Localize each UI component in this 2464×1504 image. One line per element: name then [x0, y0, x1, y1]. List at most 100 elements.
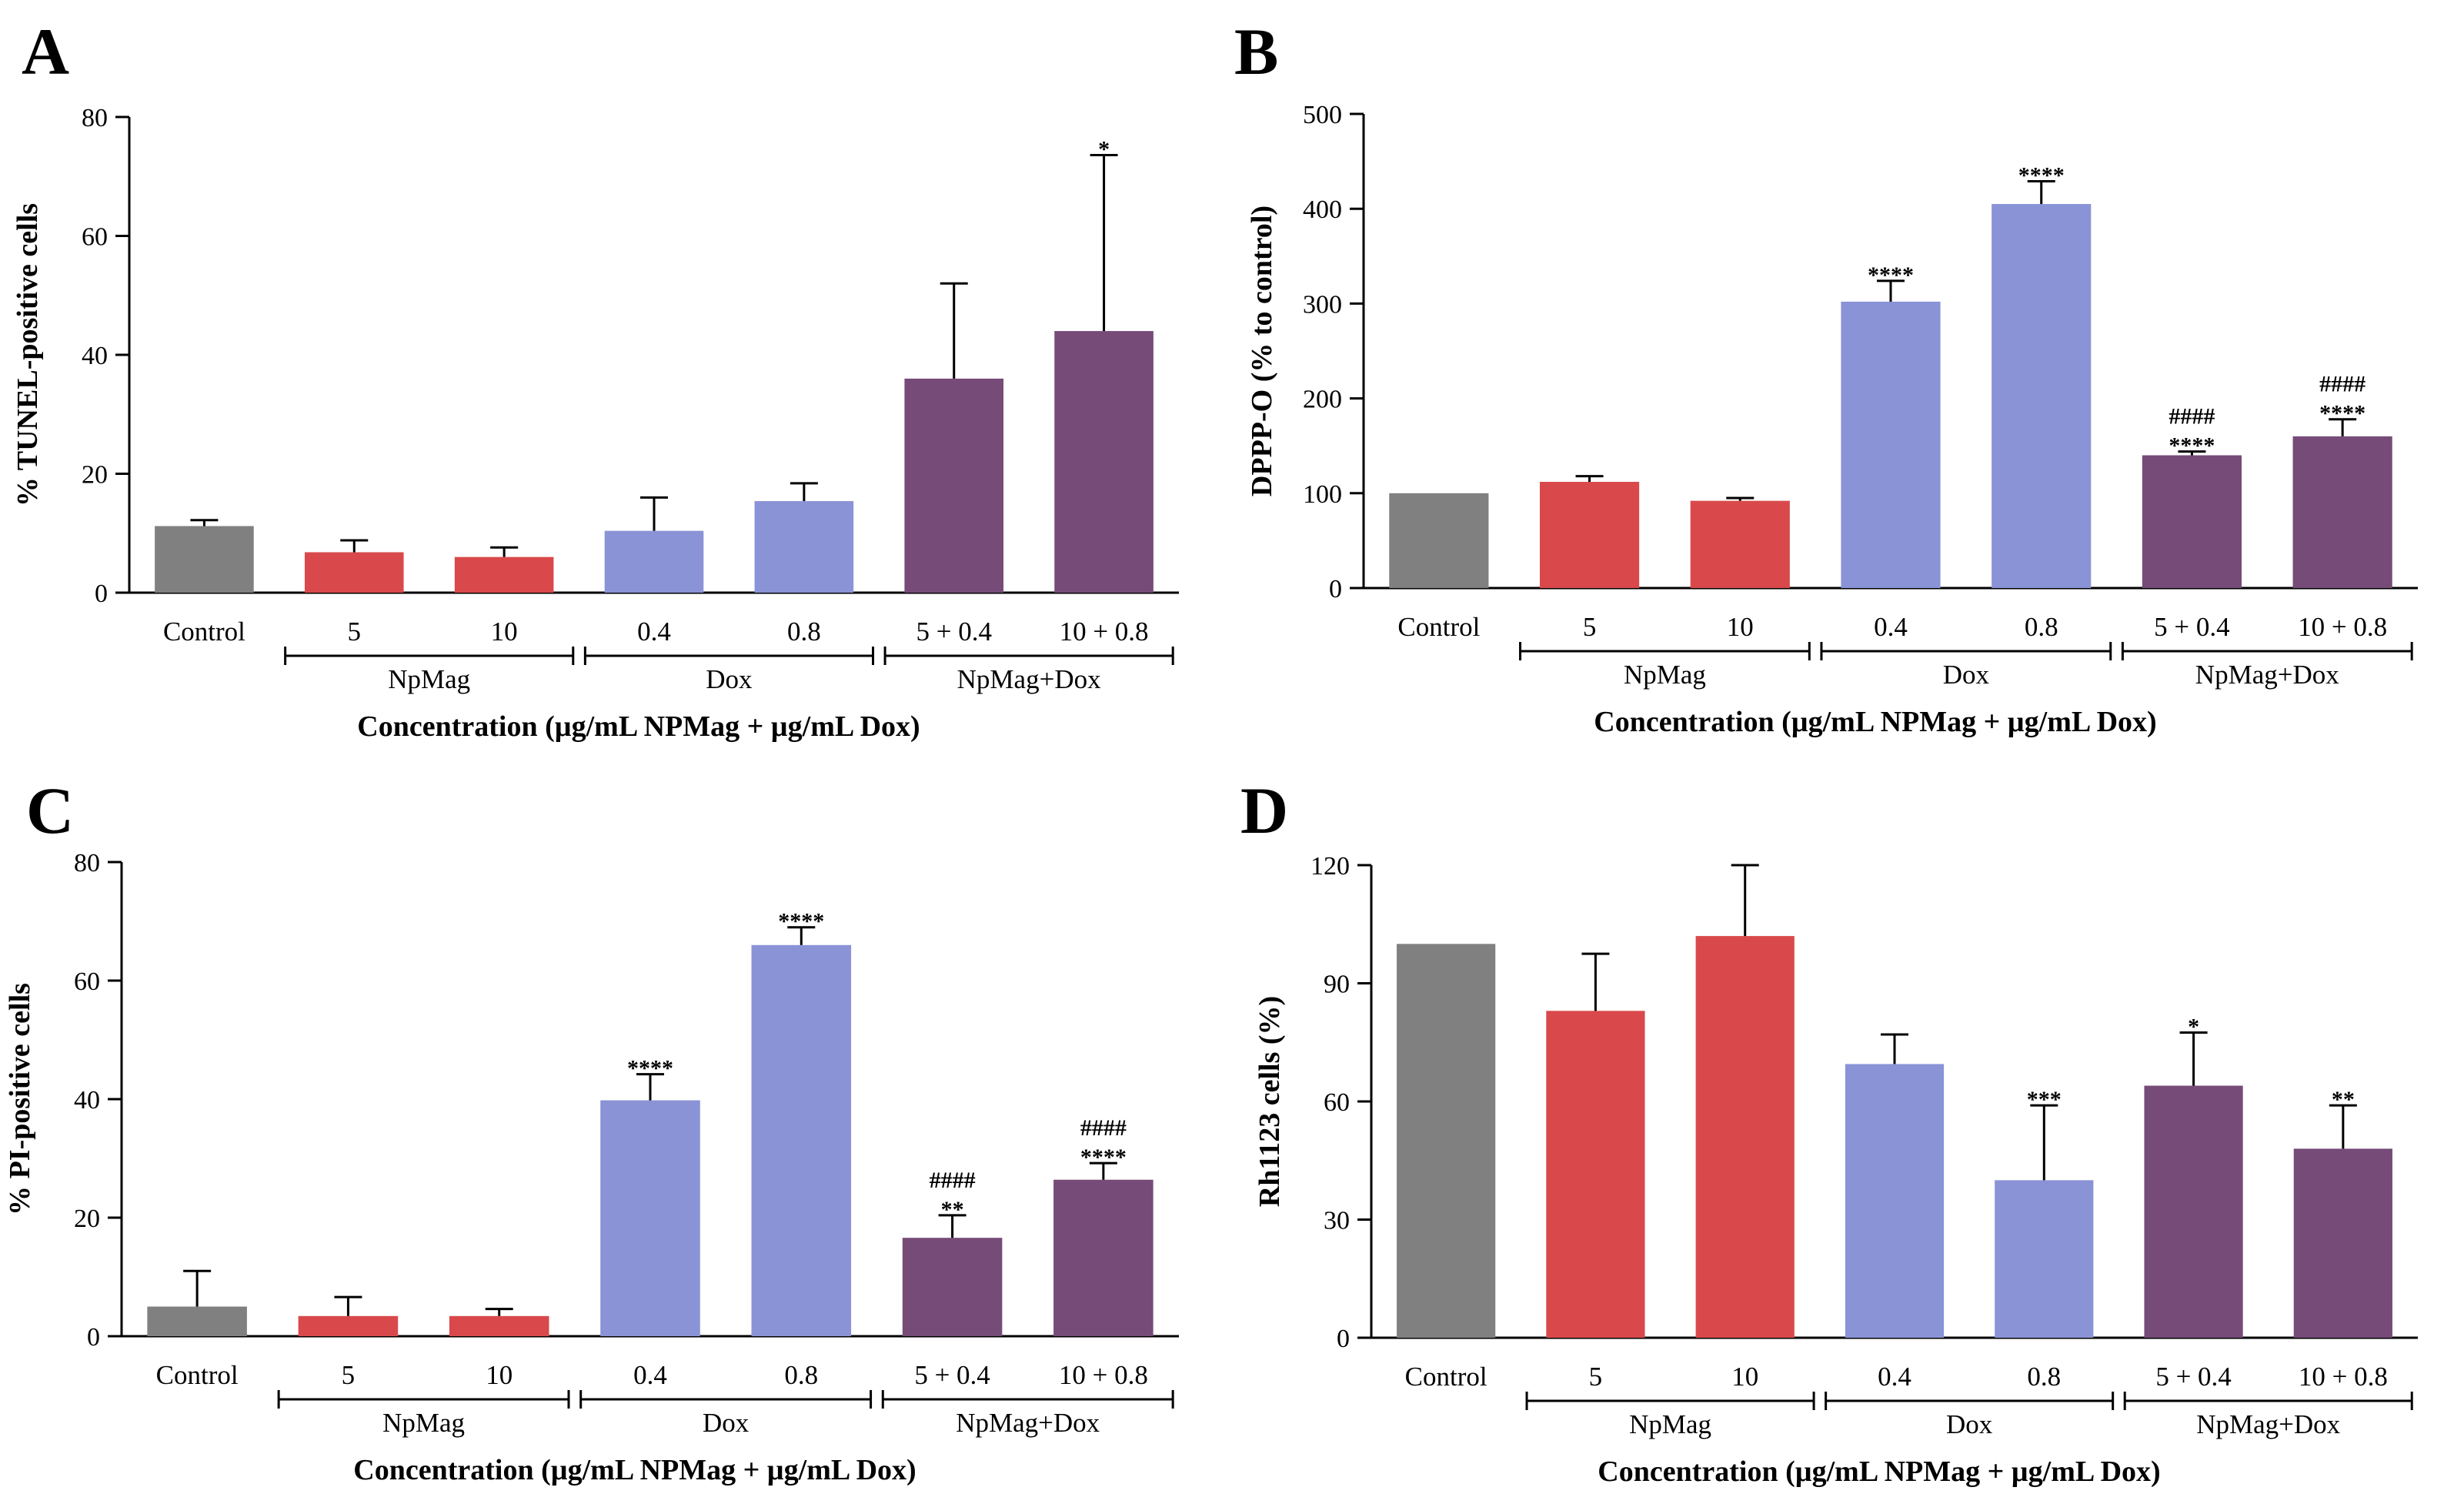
group-label: Dox — [703, 1408, 750, 1438]
x-axis-title: Concentration (µg/mL NPMag + µg/mL Dox) — [1598, 1456, 2160, 1488]
bar — [1546, 1011, 1645, 1338]
bar — [2293, 1148, 2392, 1338]
y-tick-label: 400 — [1303, 196, 1342, 224]
y-tick-label: 200 — [1303, 386, 1342, 414]
panel-letter: C — [26, 774, 74, 847]
bar — [1539, 482, 1640, 588]
hash-significance-marker: #### — [2319, 372, 2366, 397]
category-label: 5 + 0.4 — [2155, 1362, 2232, 1392]
category-label: 0.8 — [787, 617, 821, 647]
y-tick-label: 0 — [1329, 575, 1342, 603]
significance-marker: ** — [941, 1197, 964, 1222]
y-tick-label: 500 — [1303, 101, 1342, 129]
y-tick-label: 40 — [82, 342, 108, 370]
group-label: NpMag+Dox — [956, 1408, 1100, 1438]
bar — [1397, 944, 1496, 1338]
group-label: NpMag — [388, 664, 470, 694]
bar — [754, 501, 854, 593]
significance-marker: *** — [2027, 1087, 2062, 1112]
group-label: NpMag — [1629, 1409, 1711, 1439]
category-label: 5 + 0.4 — [916, 617, 992, 647]
significance-marker: ** — [2332, 1087, 2355, 1112]
y-tick-label: 60 — [74, 968, 100, 996]
y-tick-label: 60 — [82, 223, 108, 252]
panel-letter: A — [22, 15, 69, 89]
panel-letter: B — [1234, 15, 1278, 89]
bar — [600, 1100, 700, 1336]
category-label: Control — [1397, 612, 1480, 642]
bar — [1841, 301, 1941, 588]
category-label: Control — [1405, 1362, 1487, 1392]
bar — [1389, 493, 1489, 588]
category-label: 10 — [1731, 1362, 1758, 1392]
x-axis-title: Concentration (µg/mL NPMag + µg/mL Dox) — [1594, 706, 2156, 738]
significance-marker: **** — [627, 1056, 673, 1081]
group-label: NpMag+Dox — [2195, 660, 2339, 690]
y-tick-label: 100 — [1303, 480, 1342, 509]
category-label: 0.8 — [2025, 612, 2058, 642]
category-label: 10 + 0.8 — [1059, 1360, 1148, 1390]
bar — [449, 1315, 549, 1336]
x-axis-title: Concentration (µg/mL NPMag + µg/mL Dox) — [357, 710, 920, 743]
group-label: NpMag+Dox — [957, 664, 1101, 694]
y-tick-label: 80 — [82, 104, 108, 132]
bar — [1845, 1064, 1945, 1338]
y-tick-label: 90 — [1324, 971, 1350, 999]
x-axis-title: Concentration (µg/mL NPMag + µg/mL Dox) — [353, 1454, 916, 1486]
bar — [1053, 1179, 1154, 1336]
category-label: 10 — [491, 617, 518, 647]
panel-a: A 0 20 40 60 80 % TUNEL-positive cells Control 5… — [12, 15, 1179, 743]
group-label: Dox — [706, 664, 753, 694]
bar — [304, 552, 404, 593]
bar — [155, 526, 254, 593]
panel-letter: D — [1240, 774, 1288, 847]
y-axis-title: DPPP-O (% to control) — [1246, 206, 1278, 496]
category-label: 5 — [1589, 1362, 1603, 1392]
category-label: 0.4 — [637, 617, 671, 647]
category-label: 0.4 — [1874, 612, 1908, 642]
hash-significance-marker: #### — [1080, 1115, 1127, 1141]
significance-marker: **** — [2018, 162, 2065, 188]
hash-significance-marker: #### — [930, 1168, 976, 1193]
bar — [1054, 331, 1154, 593]
category-label: 0.4 — [633, 1360, 667, 1390]
y-tick-label: 20 — [82, 461, 108, 490]
group-label: NpMag — [1624, 660, 1706, 690]
group-label: NpMag — [382, 1408, 465, 1438]
significance-marker: * — [1098, 136, 1110, 162]
category-label: 10 + 0.8 — [2298, 612, 2387, 642]
y-tick-label: 0 — [95, 580, 108, 608]
category-label: 10 — [486, 1360, 512, 1390]
y-tick-label: 40 — [74, 1086, 100, 1115]
category-label: 5 + 0.4 — [2154, 612, 2230, 642]
significance-marker: **** — [2319, 401, 2366, 426]
bar — [147, 1306, 247, 1336]
y-tick-label: 0 — [87, 1323, 100, 1352]
significance-marker: **** — [2169, 433, 2215, 459]
bar — [454, 556, 554, 593]
y-tick-label: 300 — [1303, 290, 1342, 319]
category-label: 5 — [1583, 612, 1597, 642]
y-axis-title: % TUNEL-positive cells — [12, 203, 44, 506]
category-label: 5 + 0.4 — [914, 1360, 990, 1390]
hash-significance-marker: #### — [2169, 404, 2215, 429]
bar — [902, 1238, 1003, 1336]
y-tick-label: 120 — [1310, 852, 1350, 881]
panel-d: D 0 30 60 90 120 Rh1123 cells (%) Control 5 10 0.4… — [1240, 774, 2418, 1488]
bar — [298, 1315, 399, 1336]
group-label: NpMag+Dox — [2196, 1409, 2340, 1439]
category-label: Control — [163, 617, 245, 647]
y-tick-label: 60 — [1324, 1088, 1350, 1117]
category-label: 10 + 0.8 — [1060, 617, 1149, 647]
bar — [1695, 936, 1795, 1338]
group-label: Dox — [1943, 660, 1990, 690]
y-axis-title: % PI-positive cells — [4, 983, 36, 1215]
bar — [904, 378, 1004, 593]
category-label: 0.8 — [784, 1360, 818, 1390]
significance-marker: **** — [1080, 1145, 1127, 1170]
bar — [1995, 1180, 2094, 1338]
significance-marker: **** — [1868, 262, 1914, 288]
category-label: Control — [156, 1360, 239, 1390]
bar — [2142, 455, 2242, 588]
